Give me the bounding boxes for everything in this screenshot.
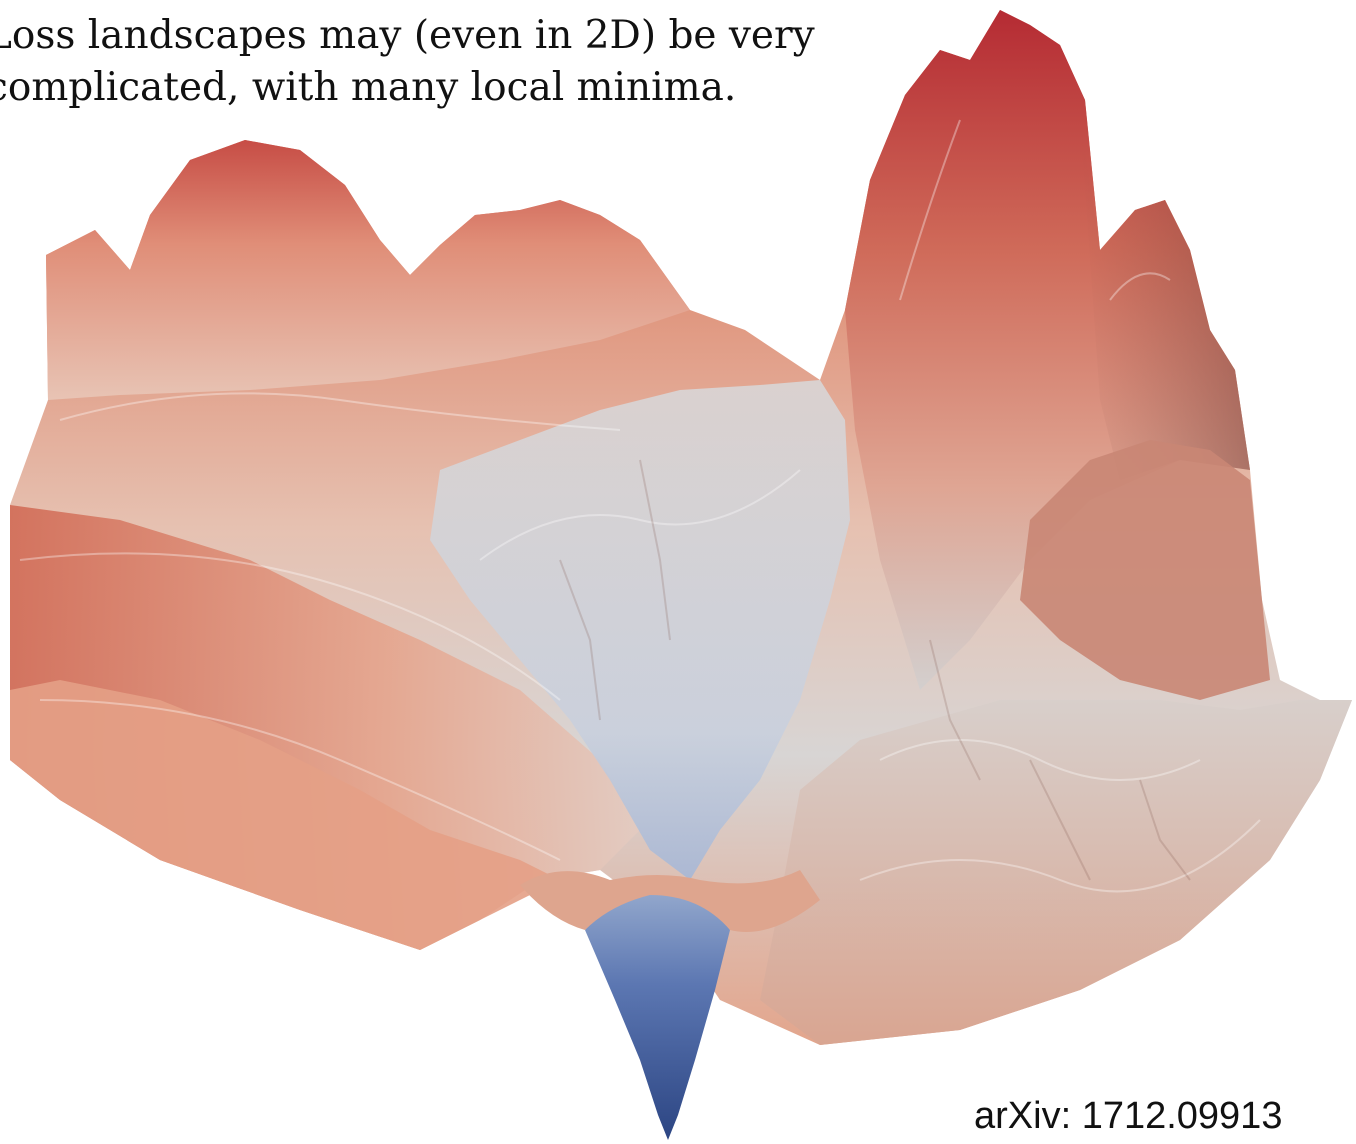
arxiv-citation: arXiv: 1712.09913 [974, 1095, 1283, 1137]
caption-line-1: Loss landscapes may (even in 2D) be very [0, 13, 815, 58]
ridge-lines [19, 119, 1261, 893]
global-minimum-funnel [585, 880, 730, 1140]
right-peak [845, 10, 1250, 690]
left-front-band [10, 680, 560, 950]
left-peak [46, 140, 690, 400]
central-valley [430, 380, 850, 880]
caption-line-2: complicated, with many local minima. [0, 65, 737, 110]
surface-shading [559, 459, 1191, 881]
caption-text: Loss landscapes may (even in 2D) be very… [0, 10, 886, 114]
right-rugged-area [760, 700, 1352, 1045]
right-dome [1020, 440, 1270, 700]
funnel-rim [520, 870, 820, 932]
right-peak-shadow [1080, 120, 1250, 480]
